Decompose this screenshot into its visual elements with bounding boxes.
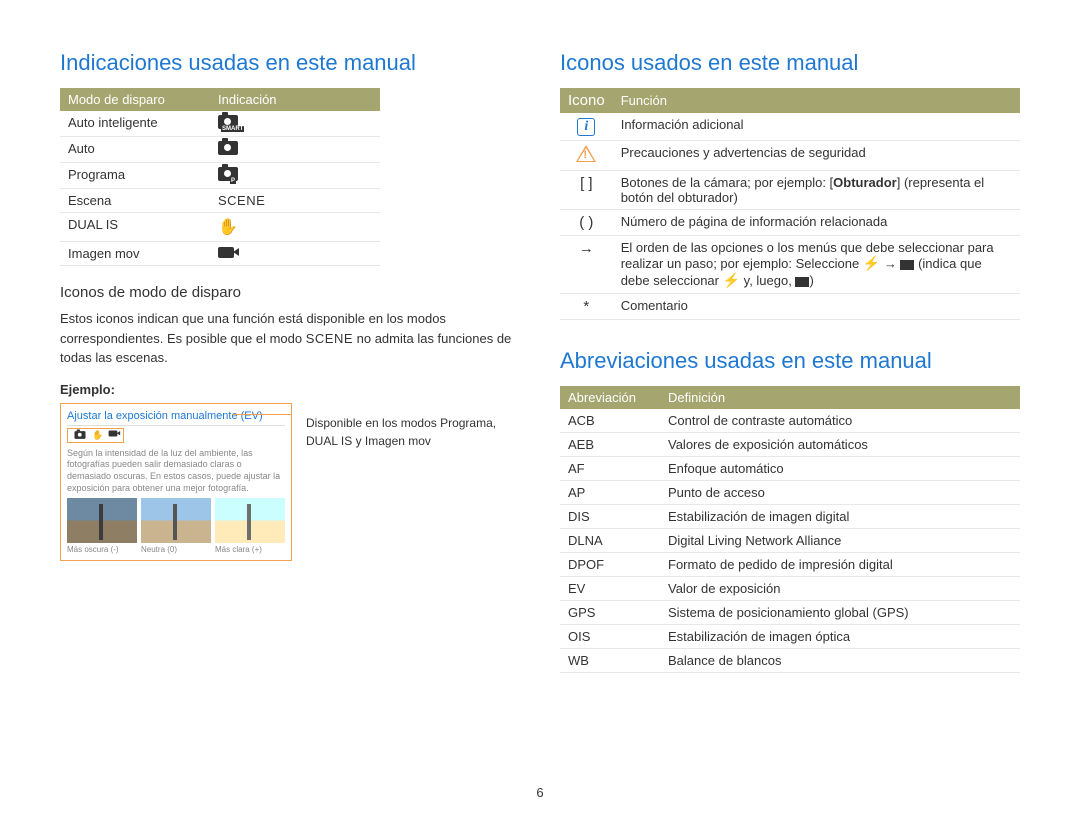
camera-p-icon xyxy=(75,431,86,439)
table-row: EVValor de exposición xyxy=(560,577,1020,601)
table-row: EscenaSCENE xyxy=(60,189,380,213)
th-mode: Modo de disparo xyxy=(60,88,210,111)
example-title: Ajustar la exposición manualmente (EV) xyxy=(67,410,285,426)
table-row: GPSSistema de posicionamiento global (GP… xyxy=(560,601,1020,625)
indications-heading: Indicaciones usadas en este manual xyxy=(60,50,520,76)
table-row: DISEstabilización de imagen digital xyxy=(560,505,1020,529)
table-row: OISEstabilización de imagen óptica xyxy=(560,625,1020,649)
table-row: DPOFFormato de pedido de impresión digit… xyxy=(560,553,1020,577)
example-wrap: Ajustar la exposición manualmente (EV) ✋… xyxy=(60,403,520,562)
right-column: Iconos usados en este manual Icono Funci… xyxy=(560,50,1020,795)
warning-icon: ! xyxy=(576,145,596,162)
example-mode-icons: ✋ xyxy=(67,428,124,443)
example-desc: Según la intensidad de la luz del ambien… xyxy=(67,448,285,495)
callout-line xyxy=(232,414,292,415)
arrow-icon: → xyxy=(560,236,613,294)
table-row: iInformación adicional xyxy=(560,113,1020,141)
table-row: WBBalance de blancos xyxy=(560,649,1020,673)
mode-icons-subhead: Iconos de modo de disparo xyxy=(60,284,520,301)
table-row: AFEnfoque automático xyxy=(560,457,1020,481)
table-row: *Comentario xyxy=(560,294,1020,320)
paren-icon: ( ) xyxy=(560,210,613,236)
table-row: APPunto de acceso xyxy=(560,481,1020,505)
shooting-mode-table: Modo de disparo Indicación Auto intelige… xyxy=(60,88,380,266)
th-function: Función xyxy=(613,88,1020,113)
table-row: !Precauciones y advertencias de segurida… xyxy=(560,141,1020,171)
video-icon xyxy=(109,430,118,436)
left-column: Indicaciones usadas en este manual Modo … xyxy=(60,50,520,795)
page-number: 6 xyxy=(536,785,543,800)
thumb: Más clara (+) xyxy=(215,498,285,554)
video-icon xyxy=(218,247,234,258)
callout-wrap: Disponible en los modos Programa, DUAL I… xyxy=(306,403,520,450)
table-row: DUAL IS✋ xyxy=(60,213,380,242)
icons-heading: Iconos usados en este manual xyxy=(560,50,1020,76)
table-row: DLNADigital Living Network Alliance xyxy=(560,529,1020,553)
table-row: →El orden de las opciones o los menús qu… xyxy=(560,236,1020,294)
camera-smart-icon: SMART xyxy=(218,115,238,129)
table-row: [ ]Botones de la cámara; por ejemplo: [O… xyxy=(560,171,1020,210)
flash-icon: ⚡ xyxy=(723,272,740,288)
rect-icon xyxy=(795,277,809,287)
table-row: ( )Número de página de información relac… xyxy=(560,210,1020,236)
mode-icons-text: Estos iconos indican que una función est… xyxy=(60,309,520,368)
info-icon: i xyxy=(577,118,595,136)
abbrev-table: Abreviación Definición ACBControl de con… xyxy=(560,386,1020,673)
hand-icon: ✋ xyxy=(218,219,238,236)
example-label: Ejemplo: xyxy=(60,382,520,397)
flash-icon: ⚡ xyxy=(863,255,880,271)
camera-p-icon: P xyxy=(218,167,238,181)
callout-text: Disponible en los modos Programa, DUAL I… xyxy=(306,414,520,450)
bracket-icon: [ ] xyxy=(560,171,613,210)
hand-icon: ✋ xyxy=(92,430,103,441)
icons-table: Icono Función iInformación adicional !Pr… xyxy=(560,88,1020,320)
scene-icon: SCENE xyxy=(218,193,265,208)
thumb: Más oscura (-) xyxy=(67,498,137,554)
abbrev-heading: Abreviaciones usadas en este manual xyxy=(560,348,1020,374)
th-icon: Icono xyxy=(560,88,613,113)
table-row: Auto xyxy=(60,137,380,163)
rect-icon xyxy=(900,260,914,270)
table-row: Auto inteligenteSMART xyxy=(60,111,380,137)
example-thumbs: Más oscura (-) Neutra (0) Más clara (+) xyxy=(67,498,285,554)
thumb: Neutra (0) xyxy=(141,498,211,554)
scene-icon-inline: SCENE xyxy=(306,331,353,346)
camera-icon xyxy=(218,141,238,155)
table-row: ProgramaP xyxy=(60,163,380,189)
table-row: Imagen mov xyxy=(60,242,380,266)
table-row: ACBControl de contraste automático xyxy=(560,409,1020,433)
asterisk-icon: * xyxy=(560,294,613,320)
th-abbrev: Abreviación xyxy=(560,386,660,409)
th-def: Definición xyxy=(660,386,1020,409)
th-indication: Indicación xyxy=(210,88,380,111)
example-box: Ajustar la exposición manualmente (EV) ✋… xyxy=(60,403,292,562)
table-row: AEBValores de exposición automáticos xyxy=(560,433,1020,457)
